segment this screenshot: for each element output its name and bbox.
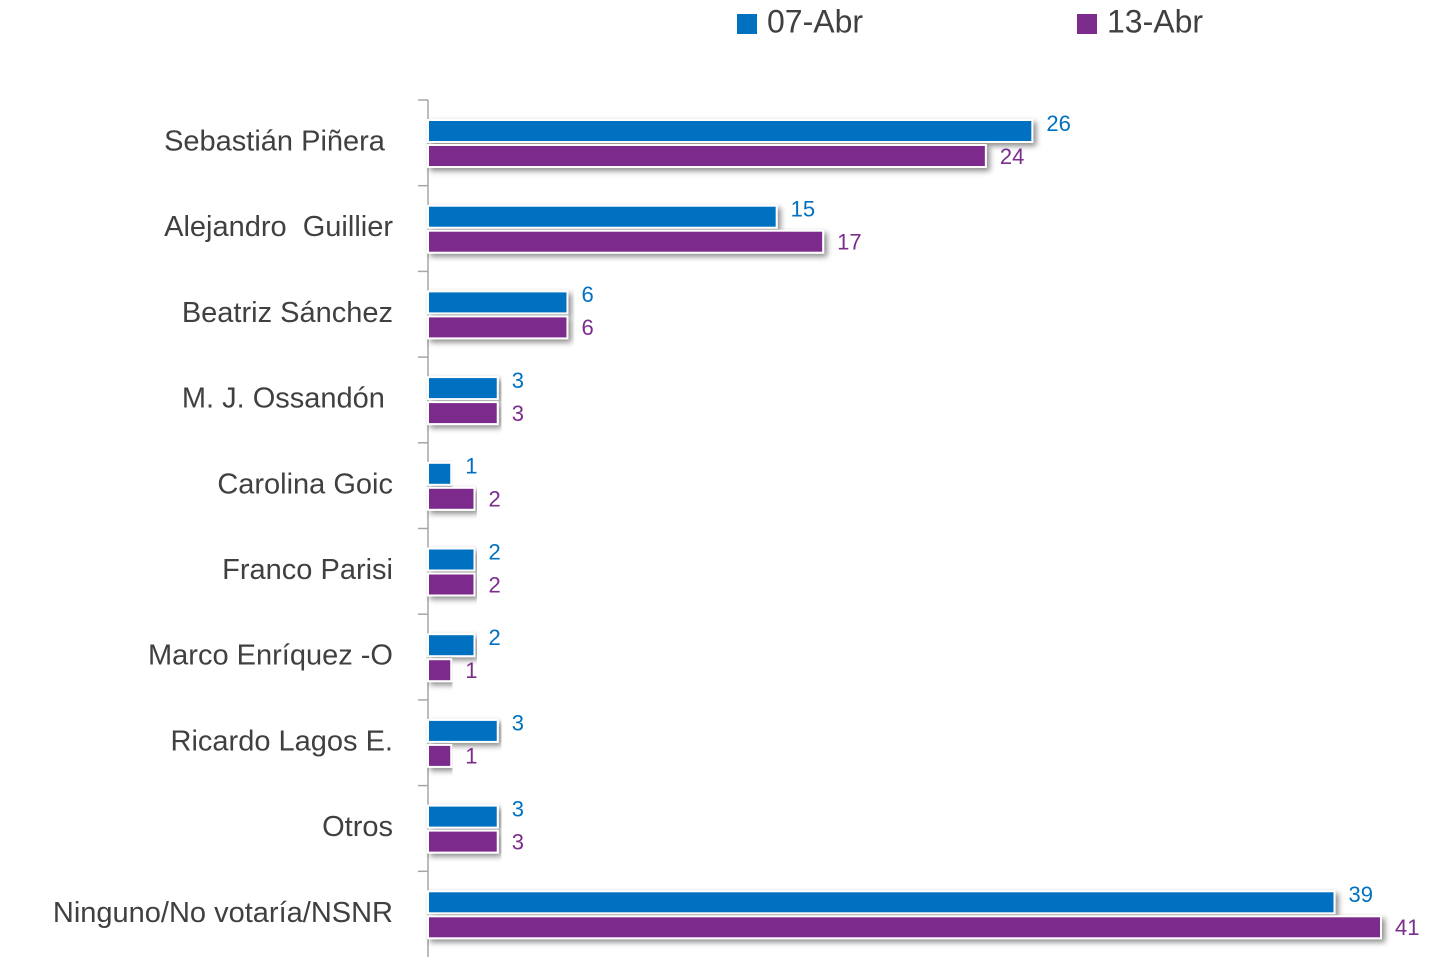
- bar: [427, 290, 569, 315]
- data-label: 6: [581, 282, 593, 307]
- y-tick-label: Carolina Goic: [217, 468, 393, 500]
- y-tick-label: Sebastián Piñera: [164, 126, 393, 158]
- bar: [427, 376, 499, 401]
- data-label: 1: [465, 744, 477, 769]
- bar: [427, 229, 825, 254]
- legend-label: 07-Abr: [767, 3, 863, 39]
- data-label: 3: [512, 401, 524, 426]
- bar: [427, 915, 1382, 940]
- data-label: 2: [488, 539, 500, 564]
- bar: [427, 633, 476, 658]
- bar: [427, 401, 499, 426]
- data-label: 26: [1046, 111, 1070, 136]
- bar: [427, 315, 569, 340]
- bar: [427, 461, 453, 486]
- y-tick-label: Beatriz Sánchez: [182, 297, 393, 329]
- bar: [427, 547, 476, 572]
- y-tick-label: Alejandro Guillier: [164, 211, 393, 243]
- legend-swatch: [1077, 14, 1097, 34]
- data-label: 41: [1395, 915, 1419, 940]
- y-tick-label: M. J. Ossandón: [182, 383, 393, 415]
- data-label: 3: [512, 796, 524, 821]
- bar: [427, 718, 499, 743]
- data-label: 24: [1000, 144, 1024, 169]
- data-label: 1: [465, 454, 477, 479]
- bar: [427, 829, 499, 854]
- y-tick-label: Ricardo Lagos E.: [171, 725, 393, 757]
- data-label: 39: [1349, 882, 1373, 907]
- y-tick-label: Marco Enríquez -O: [148, 640, 393, 672]
- bar: [427, 119, 1034, 143]
- bar: [427, 890, 1336, 915]
- bar: [427, 804, 499, 829]
- data-label: 1: [465, 658, 477, 683]
- data-label: 17: [837, 230, 861, 255]
- data-label: 2: [488, 487, 500, 512]
- data-label: 15: [791, 197, 815, 222]
- data-label: 3: [512, 368, 524, 393]
- y-tick-label: Otros: [322, 811, 393, 843]
- bar: [427, 486, 476, 511]
- y-tick-label: Ninguno/No votaría/NSNR: [53, 897, 393, 929]
- data-label: 2: [488, 625, 500, 650]
- y-tick-label: Franco Parisi: [222, 554, 393, 586]
- legend-swatch: [737, 14, 757, 34]
- bar: [427, 204, 778, 229]
- bar: [427, 743, 453, 768]
- data-label: 6: [581, 315, 593, 340]
- legend-label: 13-Abr: [1107, 3, 1203, 39]
- bar: [427, 144, 987, 168]
- bar: [427, 572, 476, 597]
- data-label: 2: [488, 572, 500, 597]
- bar: [427, 658, 453, 683]
- data-label: 3: [512, 711, 524, 736]
- data-label: 3: [512, 829, 524, 854]
